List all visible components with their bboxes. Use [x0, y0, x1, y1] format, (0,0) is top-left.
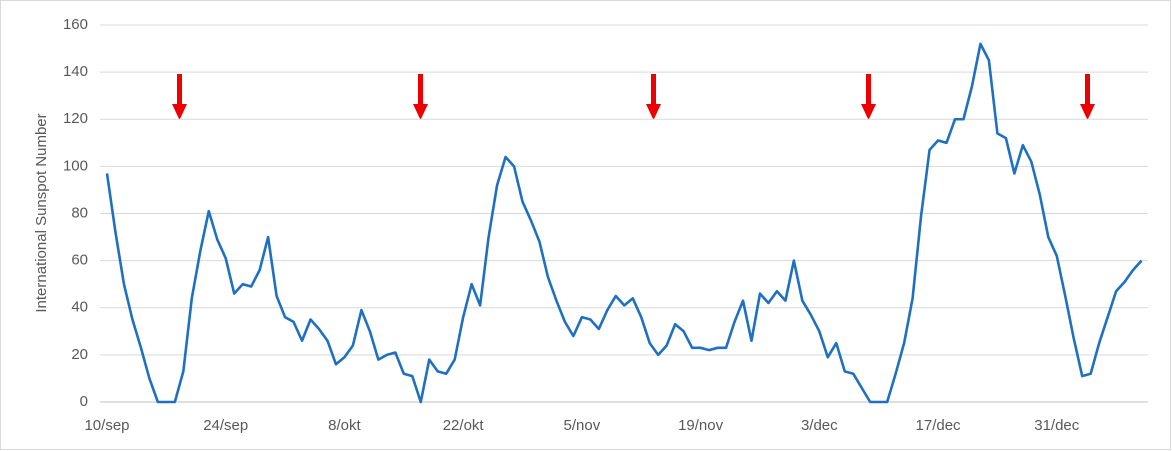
y-tick-label: 20: [71, 346, 88, 363]
x-tick-label: 24/sep: [203, 417, 248, 434]
x-tick-label: 3/dec: [801, 417, 838, 434]
x-tick-label: 8/okt: [328, 417, 361, 434]
y-tick-label: 100: [63, 157, 88, 174]
y-tick-label: 140: [63, 63, 88, 80]
y-tick-label: 120: [63, 110, 88, 127]
arrow: [1080, 74, 1095, 120]
x-tick-label: 31/dec: [1034, 417, 1080, 434]
arrow: [861, 74, 876, 120]
y-tick-label: 60: [71, 252, 88, 269]
y-axis-label: International Sunspot Number: [33, 113, 50, 312]
arrow: [413, 74, 428, 120]
x-tick-label: 5/nov: [564, 417, 601, 434]
x-tick-label: 22/okt: [443, 417, 485, 434]
x-tick-label: 10/sep: [84, 417, 129, 434]
arrows: [172, 74, 1095, 120]
x-tick-label: 17/dec: [916, 417, 962, 434]
y-tick-label: 80: [71, 204, 88, 221]
y-tick-label: 0: [80, 393, 88, 410]
arrow: [646, 74, 661, 120]
y-tick-label: 40: [71, 299, 88, 316]
arrow: [172, 74, 187, 120]
x-tick-label: 19/nov: [678, 417, 724, 434]
y-tick-label: 160: [63, 16, 88, 33]
data-line: [105, 42, 1143, 404]
